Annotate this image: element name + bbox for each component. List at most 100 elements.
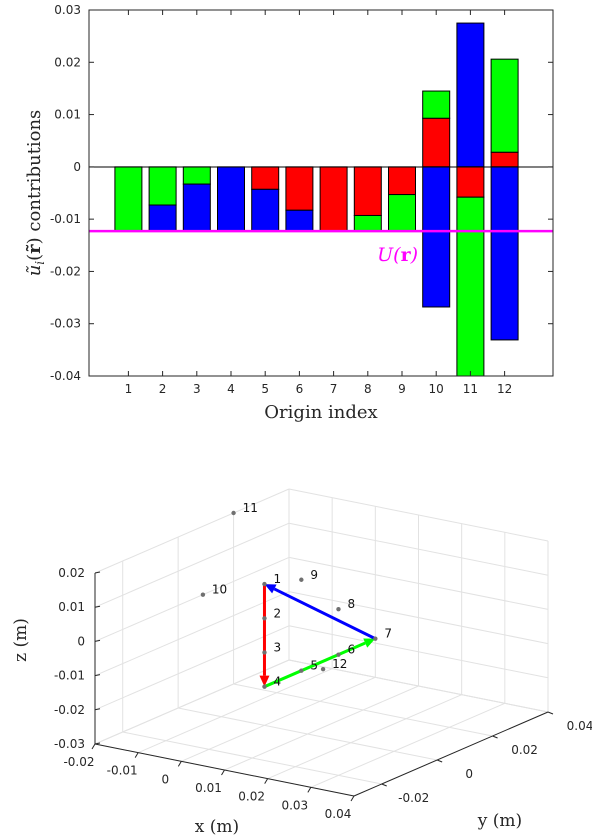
- z-tick: [94, 605, 101, 608]
- bar-segment: [148, 166, 177, 206]
- bar-segment: [388, 194, 416, 232]
- origin-point: [262, 684, 267, 689]
- y-tick-label: 0.01: [54, 108, 81, 122]
- y-tick-label: -0.04: [50, 369, 81, 383]
- z-tick: [94, 571, 101, 574]
- y-tick-label: -0.03: [50, 317, 81, 331]
- bar-segment: [490, 151, 519, 168]
- origin-point: [299, 577, 304, 582]
- y-tick-label: 0.04: [567, 719, 592, 733]
- bar-segment: [422, 166, 451, 308]
- bar-segment: [182, 183, 211, 232]
- grid-line: [181, 676, 376, 762]
- vector-arrowhead: [363, 638, 376, 648]
- bar-segment: [456, 166, 485, 198]
- x-tick: [91, 743, 96, 750]
- bar-segment: [182, 166, 211, 185]
- origin-point-label: 8: [347, 597, 355, 611]
- grid-line: [288, 591, 549, 645]
- grid-line: [94, 556, 290, 642]
- y-tick-label: -0.01: [50, 212, 81, 226]
- origin-point-label: 12: [332, 657, 347, 671]
- y-tick-label: 0.02: [511, 743, 538, 757]
- x-tick: [177, 761, 182, 767]
- bar-segment: [490, 166, 519, 341]
- bar-segment: [217, 166, 245, 232]
- origin-point-label: 9: [310, 568, 318, 582]
- grid-line: [94, 488, 290, 574]
- x-tick-label: 9: [398, 382, 406, 396]
- y-axis-label: ũi(r̃) contributions: [24, 110, 47, 277]
- bar-segment: [285, 209, 314, 232]
- origin-point: [231, 510, 236, 516]
- vector-arrowhead: [259, 675, 270, 687]
- z-tick-label: -0.01: [54, 669, 85, 683]
- vector-shaft: [263, 641, 366, 689]
- bar-segment: [285, 166, 314, 211]
- x-tick-label: 6: [296, 382, 304, 396]
- origin-point-label: 11: [243, 501, 258, 515]
- bar-segment: [456, 22, 485, 168]
- x-tick: [307, 787, 312, 793]
- x-tick-label: 0: [162, 772, 170, 786]
- z-tick-label: -0.02: [54, 703, 85, 717]
- y-tick-label: 0.03: [54, 3, 81, 17]
- grid-line: [94, 625, 290, 711]
- origin-point-label: 10: [212, 583, 227, 597]
- y-tick-label: 0: [73, 160, 81, 174]
- x-tick: [221, 769, 225, 776]
- y-tick-label: 0.02: [54, 55, 81, 69]
- y-tick-label: -0.02: [398, 791, 429, 805]
- y-tick: [547, 711, 554, 715]
- origin-point: [299, 668, 304, 673]
- origin-point: [262, 616, 267, 621]
- z-tick: [94, 639, 101, 642]
- x-tick-label: 8: [364, 382, 372, 396]
- axes-3d: [94, 573, 549, 797]
- z-axis-label-3d: z (m): [11, 618, 31, 662]
- x-tick-label: 0.02: [238, 790, 265, 804]
- potential-line-label: U(r): [377, 244, 418, 266]
- origin-point: [262, 650, 267, 655]
- x-tick: [350, 795, 355, 802]
- vector-arrowhead: [264, 584, 277, 594]
- x-tick-label: 11: [463, 382, 478, 396]
- x-tick-label: 2: [159, 382, 167, 396]
- z-tick-label: -0.03: [54, 737, 85, 751]
- y-tick: [492, 735, 498, 739]
- y-tick: [381, 783, 387, 787]
- origin-point-label: 2: [273, 606, 281, 620]
- x-tick-label: 0.04: [325, 807, 352, 821]
- z-tick-label: 0.01: [58, 600, 85, 614]
- z-tick: [94, 742, 101, 745]
- x-tick: [264, 778, 269, 784]
- x-tick-label: 3: [193, 382, 201, 396]
- vector-blue: [264, 584, 376, 641]
- grid-line: [288, 488, 549, 542]
- vector-green: [263, 638, 376, 689]
- y-tick-label: -0.02: [50, 264, 81, 278]
- x-tick-label: 5: [261, 382, 269, 396]
- bar-segment: [319, 166, 348, 232]
- grid-line: [233, 683, 493, 737]
- scatter3d-chart: -0.02 -0.01 0 0.01 0.02 0.03 0.04 -0.02 0 0.02 0.0…: [11, 488, 592, 837]
- x-tick-label: 0.03: [281, 798, 308, 812]
- origin-point-label: 5: [310, 659, 318, 673]
- vector-red: [259, 584, 270, 687]
- y-axis-label-3d: y (m): [477, 811, 522, 831]
- x-tick-label: 10: [429, 382, 444, 396]
- grid-line: [224, 685, 419, 771]
- bar-segment: [251, 188, 280, 232]
- z-tick: [94, 708, 101, 711]
- origin-point-label: 1: [273, 572, 281, 586]
- x-tick-label: 0.01: [195, 781, 222, 795]
- grid-line: [122, 731, 382, 785]
- origin-point: [373, 636, 378, 641]
- origin-point: [262, 581, 267, 587]
- axis-line: [353, 711, 549, 797]
- bar-segment: [353, 214, 382, 232]
- grid-line: [310, 702, 506, 788]
- bar-chart: U(r) -0.04 -0.03 -0.02 -0.01 0 0.01 0.02 0.03 1…: [24, 3, 554, 423]
- x-tick-label: 12: [497, 382, 512, 396]
- grid-line: [94, 522, 290, 608]
